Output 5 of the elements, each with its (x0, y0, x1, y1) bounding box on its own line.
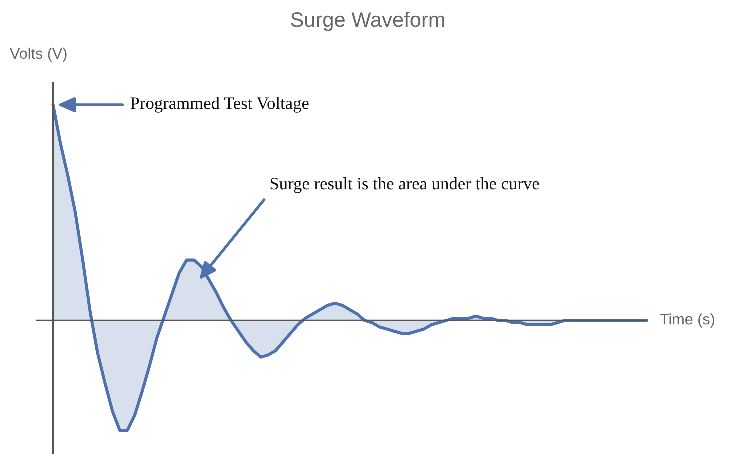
y-axis-title: Volts (V) (10, 48, 67, 62)
x-axis-title: Time (s) (660, 314, 714, 328)
annotation: Programmed Test Voltage (130, 97, 309, 113)
annotation: Surge result is the area under the curve (270, 178, 540, 194)
chart-title: Surge Waveform (291, 12, 444, 32)
